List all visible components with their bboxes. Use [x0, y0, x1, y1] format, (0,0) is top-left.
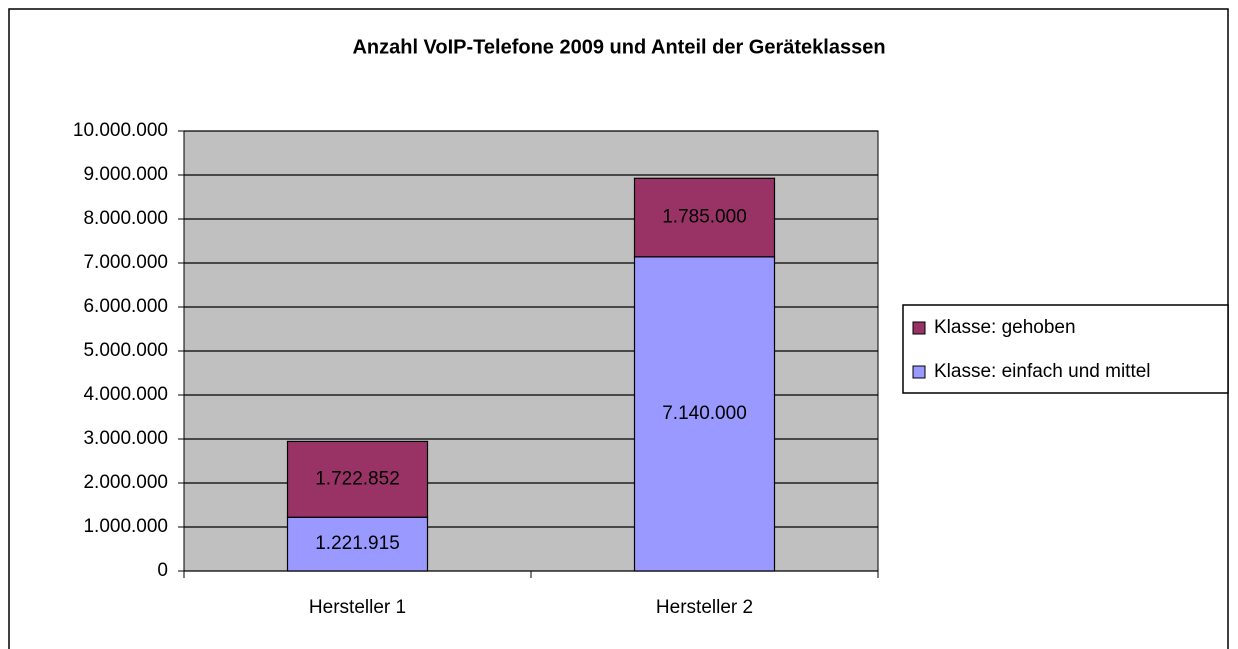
y-tick-label: 8.000.000	[83, 208, 168, 229]
data-label: 1.785.000	[662, 207, 747, 228]
x-tick-label: Hersteller 2	[656, 597, 753, 618]
y-tick-label: 10.000.000	[73, 120, 168, 141]
legend-box	[902, 304, 1229, 394]
x-tick-label: Hersteller 1	[309, 597, 406, 618]
legend-label: Klasse: gehoben	[934, 317, 1076, 338]
bar-segment	[633, 177, 776, 258]
data-label: 1.722.852	[315, 468, 400, 489]
y-tick-label: 9.000.000	[83, 164, 168, 185]
bar-segment	[633, 256, 776, 572]
data-label: 1.221.915	[315, 533, 400, 554]
bar-segment	[286, 440, 429, 518]
chart-title: Anzahl VoIP-Telefone 2009 und Anteil der…	[352, 36, 885, 58]
y-tick-label: 7.000.000	[83, 252, 168, 273]
y-tick-label: 0	[157, 560, 168, 581]
y-tick-label: 2.000.000	[83, 472, 168, 493]
legend-label: Klasse: einfach und mittel	[934, 361, 1151, 382]
y-tick-label: 5.000.000	[83, 340, 168, 361]
data-label: 7.140.000	[662, 403, 747, 424]
y-tick-label: 1.000.000	[83, 516, 168, 537]
y-tick-label: 3.000.000	[83, 428, 168, 449]
legend-swatch	[912, 321, 926, 335]
legend-swatch	[912, 365, 926, 379]
y-tick-label: 6.000.000	[83, 296, 168, 317]
bar-segment	[286, 516, 429, 572]
y-tick-label: 4.000.000	[83, 384, 168, 405]
